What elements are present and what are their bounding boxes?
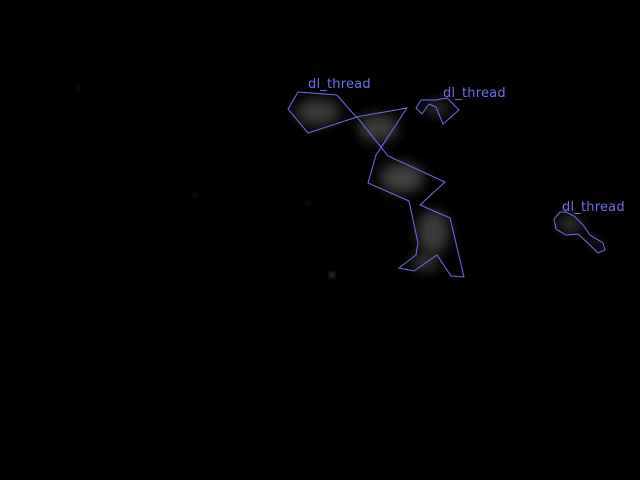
speck: [193, 193, 197, 197]
speck: [306, 201, 310, 205]
annotation-label: dl_thread: [443, 86, 506, 101]
annotation-dl-thread-3: dl_thread: [553, 200, 625, 254]
thread-outline: [553, 211, 606, 254]
annotation-dl-thread-1: dl_thread: [287, 77, 465, 278]
thread-outline: [415, 97, 460, 125]
thread-blob: [358, 114, 398, 142]
thread-blob: [411, 253, 439, 271]
speck: [329, 272, 335, 278]
thread-blob: [296, 99, 340, 125]
thread-blob: [590, 237, 602, 247]
annotation-label: dl_thread: [308, 77, 371, 92]
thread-outline: [287, 91, 465, 278]
thread-blob: [417, 210, 449, 254]
thread-blob: [380, 163, 424, 193]
thread-blob: [558, 215, 582, 233]
thread-blob: [425, 100, 449, 116]
thread-blobs: [76, 86, 602, 278]
speck: [76, 86, 80, 90]
annotation-label: dl_thread: [562, 200, 625, 215]
annotation-dl-thread-2: dl_thread: [415, 86, 506, 125]
